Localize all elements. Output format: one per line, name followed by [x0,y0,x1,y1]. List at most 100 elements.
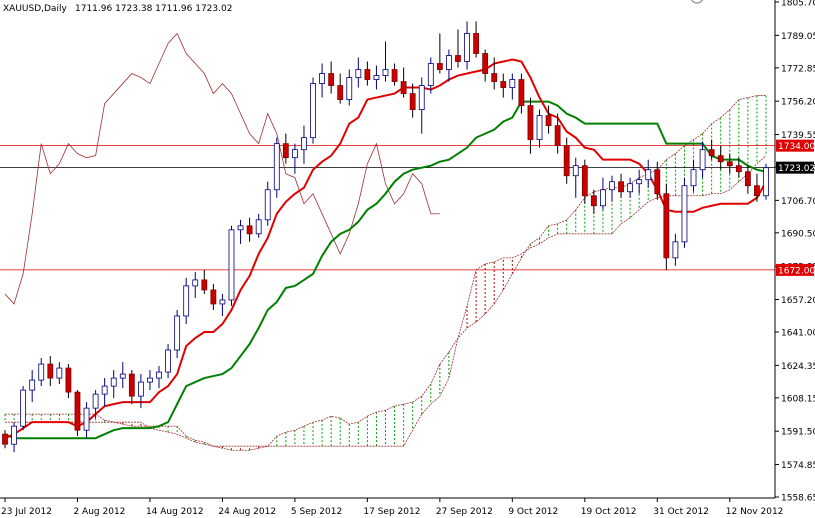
y-tick-label: 1789.05 [781,32,815,42]
candle-body [744,171,751,187]
candle-body [554,125,561,147]
y-tick-label: 1574.85 [781,461,815,471]
candle-body [645,169,652,181]
candle-body [500,81,507,88]
x-tick-label: 24 Aug 2012 [218,507,276,517]
candle-body [119,373,126,379]
candle-body [455,55,461,62]
candle-body [672,241,679,259]
candle-body [92,393,99,409]
x-tick-label: 12 Nov 2012 [726,507,784,517]
candle-body [228,229,235,301]
candle-body [436,63,443,70]
chart-symbol: XAUUSD,Daily [3,4,67,14]
x-tick-label: 23 Jul 2012 [1,507,52,517]
candle-body [156,371,162,379]
candle-body [2,433,8,445]
candle-body [310,83,316,139]
y-axis-ticks: 1805.70 1789.05 1772.85 1756.20 1739.55 1723.… [775,0,815,504]
candle-body [65,367,72,393]
x-tick-label: 5 Sep 2012 [291,507,342,517]
senkou-span-a [5,95,766,451]
ichimoku-cloud [4,95,767,451]
y-tick-label: 1690.50 [781,229,815,239]
candle-body [627,183,634,193]
x-tick-label: 17 Sep 2012 [363,507,420,517]
y-tick-label: 1805.70 [781,0,815,9]
candle-body [382,69,389,76]
y-tick-label: 1608.15 [781,394,815,404]
candle-body [482,53,489,74]
candle-body [165,349,171,373]
candle-body [427,63,434,86]
candle-body [56,367,63,379]
candle-body [763,167,769,197]
level-label: 1723.02 [778,164,815,174]
candle-body [201,279,208,291]
senkou-span-b [5,155,767,447]
x-tick-label: 14 Aug 2012 [146,507,204,517]
candle-body [282,143,289,159]
candle-body [590,195,597,207]
candle-body [110,377,117,387]
candle-body [473,33,479,54]
x-tick-label: 31 Oct 2012 [653,507,709,517]
candle-body [600,189,606,207]
candle-body [754,185,760,197]
candle-body [563,145,570,177]
y-tick-label: 1624.35 [781,362,815,372]
candle-body [391,69,398,82]
candle-body [373,75,380,80]
candle-body [418,85,425,110]
candle-body [29,379,36,391]
candle-body [219,299,226,305]
candle-body [545,115,552,127]
candle-body [292,149,298,159]
y-tick-label: 1558.65 [781,494,815,504]
y-tick-label: 1657.20 [781,296,815,306]
candle-body [147,377,153,383]
candle-body [355,69,362,78]
candle-body [663,193,670,259]
candle-body [726,161,733,167]
x-tick-label: 19 Oct 2012 [581,507,637,517]
level-lines [0,145,775,271]
candle-body [264,189,271,221]
candle-body [491,73,498,82]
candles [2,21,769,453]
candle-body [681,185,688,243]
candle-body [183,285,190,317]
candle-body [192,279,199,287]
candle-body [137,381,144,397]
candle-body [20,389,27,427]
x-tick-label: 27 Sep 2012 [436,507,493,517]
candle-body [74,391,81,431]
y-tick-label: 1706.70 [781,197,815,207]
candle-body [101,385,108,395]
candle-body [708,149,715,157]
y-tick-label: 1772.85 [781,64,815,74]
candle-body [618,181,624,193]
chart-mode-icon[interactable] [690,0,704,4]
candle-body [636,179,643,185]
candle-body [11,425,17,445]
level-labels: 1734.00 1672.00 1723.02 [776,139,815,276]
candle-body [246,225,253,235]
candle-body [654,169,661,195]
candle-body [527,105,534,141]
candle-body [301,137,307,151]
candle-body [210,289,217,305]
candle-body [128,373,135,397]
candle-body [699,149,706,171]
candle-body [581,165,588,197]
candle-body [690,169,697,187]
candle-body [464,33,470,62]
candle-body [446,55,452,70]
y-tick-label: 1641.00 [781,329,815,339]
candle-body [319,73,325,84]
candle-body [38,363,45,381]
candle-body [237,225,244,231]
candle-body [174,315,181,351]
level-label: 1734.00 [778,142,815,152]
